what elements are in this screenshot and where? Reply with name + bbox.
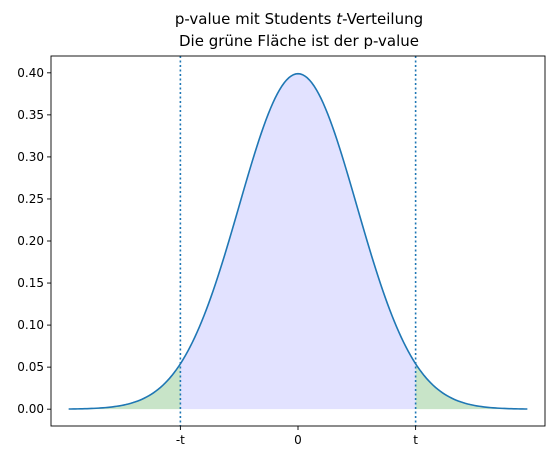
plot-area (68, 56, 528, 426)
y-tick-label: 0.10 (17, 318, 44, 332)
x-tick-label: -t (176, 433, 185, 447)
y-tick-label: 0.15 (17, 276, 44, 290)
y-tick-label: 0.30 (17, 150, 44, 164)
title-suffix: -Verteilung (342, 10, 423, 28)
y-tick-label: 0.25 (17, 192, 44, 206)
y-tick-label: 0.20 (17, 234, 44, 248)
title: p-value mit Students t-Verteilung Die gr… (175, 10, 423, 50)
y-tick-label: 0.05 (17, 360, 44, 374)
right-tail-pvalue-fill (415, 363, 528, 410)
axes: 0.00 0.05 0.10 0.15 0.20 0.25 0.30 0.35 0.40 -t 0 t (17, 55, 546, 447)
title-prefix: p-value mit Students (175, 10, 336, 28)
x-tick-label: t (413, 433, 418, 447)
chart-title-line1: p-value mit Students t-Verteilung (175, 10, 423, 28)
y-tick-label: 0.40 (17, 66, 44, 80)
y-tick-label: 0.35 (17, 108, 44, 122)
density-curve (68, 72, 528, 410)
title-italic-t: t (336, 10, 343, 28)
left-tail-pvalue-fill (68, 363, 181, 410)
chart-title-line2: Die grüne Fläche ist der p-value (179, 32, 419, 50)
y-tick-label: 0.00 (17, 402, 44, 416)
center-area-fill (180, 73, 416, 410)
x-tick-label: 0 (294, 433, 302, 447)
